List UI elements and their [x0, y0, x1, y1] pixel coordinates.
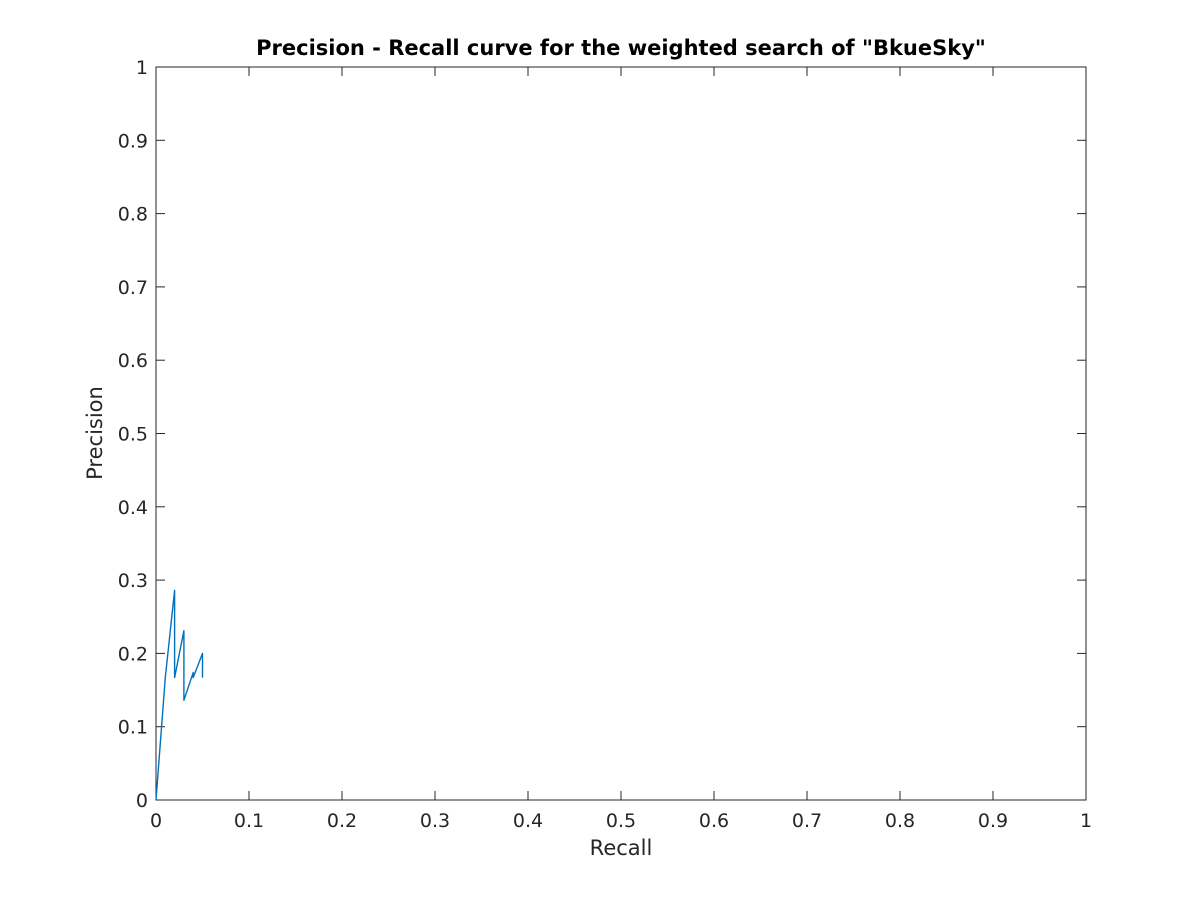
y-tick-label: 0.2 [118, 643, 148, 665]
x-tick-label: 0.2 [327, 810, 357, 832]
plot-area [155, 66, 1087, 801]
y-tick-label: 1 [136, 57, 148, 79]
axis-ticks [155, 66, 1087, 801]
x-tick-label: 0.7 [792, 810, 822, 832]
x-tick-label: 0.9 [978, 810, 1008, 832]
axis-tick-labels: 0 0.1 0.2 0.3 0.4 0.5 0.6 0.7 0.8 0.9 1 0 0.1 0.2 0.3 0… [118, 57, 1092, 832]
x-tick-label: 0.6 [699, 810, 729, 832]
y-tick-label: 0.8 [118, 204, 148, 226]
y-tick-label: 0.5 [118, 424, 148, 446]
y-tick-label: 0 [136, 790, 148, 812]
x-tick-label: 0.3 [420, 810, 450, 832]
chart-title: Precision - Recall curve for the weighte… [256, 36, 986, 60]
y-tick-label: 0.7 [118, 277, 148, 299]
y-tick-label: 0.1 [118, 717, 148, 739]
x-tick-label: 1 [1080, 810, 1092, 832]
series-group [155, 589, 204, 801]
y-tick-label: 0.9 [118, 130, 148, 152]
x-tick-label: 0.5 [606, 810, 636, 832]
y-tick-label: 0.4 [118, 497, 148, 519]
y-tick-label: 0.6 [118, 350, 148, 372]
pr-curve-line [155, 589, 204, 801]
x-tick-label: 0.4 [513, 810, 543, 832]
x-axis-label: Recall [590, 836, 653, 860]
y-tick-label: 0.3 [118, 570, 148, 592]
y-axis-label: Precision [83, 386, 107, 480]
x-tick-label: 0.8 [885, 810, 915, 832]
x-tick-label: 0.1 [234, 810, 264, 832]
x-tick-label: 0 [150, 810, 162, 832]
